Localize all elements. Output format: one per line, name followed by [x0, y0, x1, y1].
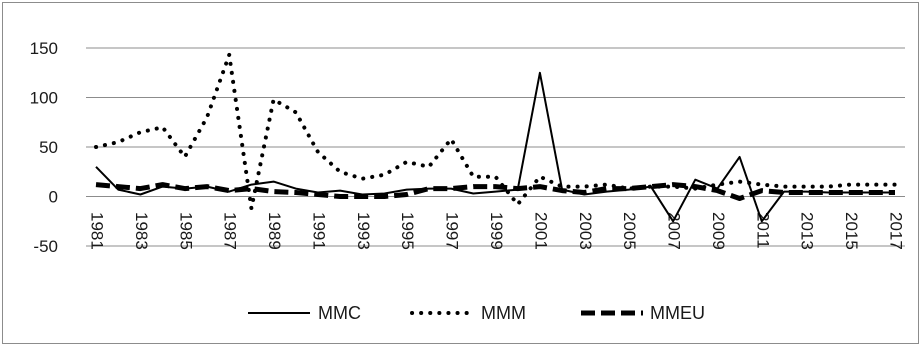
series-lines — [94, 52, 897, 223]
series-line-mmeu — [95, 182, 895, 201]
x-tick-label: 1999 — [487, 212, 506, 250]
x-tick-label: 2017 — [887, 212, 906, 250]
x-tick-label: 1997 — [443, 212, 462, 250]
x-tick-label: 2007 — [665, 212, 684, 250]
series-line-mmm — [94, 52, 897, 211]
legend-label-mmc: MMC — [318, 303, 361, 323]
x-tick-label: 1995 — [398, 212, 417, 250]
chart-frame — [2, 2, 919, 344]
y-tick-label: 50 — [39, 138, 58, 157]
x-tick-label: 1981 — [88, 212, 107, 250]
x-tick-label: 1987 — [221, 212, 240, 250]
x-tick-label: 2001 — [531, 212, 550, 250]
x-tick-label: 2003 — [576, 212, 595, 250]
x-tick-label: 2013 — [798, 212, 817, 250]
y-tick-label: 100 — [30, 89, 58, 108]
x-tick-label: 1985 — [176, 212, 195, 250]
x-tick-label: 2011 — [753, 212, 772, 249]
x-tick-label: 2005 — [620, 212, 639, 250]
y-tick-label: 150 — [30, 39, 58, 58]
y-tick-label: 0 — [49, 188, 58, 207]
x-tick-label: 2009 — [709, 212, 728, 250]
x-tick-label: 1991 — [309, 212, 328, 250]
legend-label-mmm: MMM — [481, 303, 526, 323]
legend: MMC MMM MMEU — [248, 303, 705, 323]
x-tick-label: 1989 — [265, 212, 284, 250]
x-tick-label: 1983 — [132, 212, 151, 250]
grid-lines — [86, 47, 905, 247]
y-axis-tick-labels: 150 100 50 0 -50 — [30, 39, 58, 256]
y-tick-label: -50 — [33, 237, 58, 256]
x-tick-label: 2015 — [842, 212, 861, 250]
legend-label-mmeu: MMEU — [650, 303, 705, 323]
series-line-mmc — [95, 71, 895, 223]
x-axis-tick-labels: 1981 1983 1985 1987 1989 1991 1993 1995 1997 1999… — [88, 212, 906, 250]
x-tick-label: 1993 — [354, 212, 373, 250]
